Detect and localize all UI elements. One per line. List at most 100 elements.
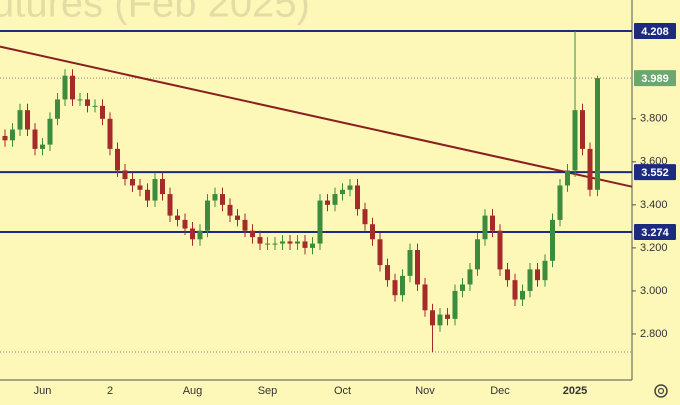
candle-body: [362, 209, 368, 225]
candle-body: [587, 148, 593, 190]
candle-body: [250, 230, 255, 238]
y-tick-label: 3.400: [640, 199, 668, 211]
candle-body: [512, 280, 518, 300]
candle-body: [302, 241, 308, 248]
candle-body: [182, 219, 188, 229]
candle-body: [310, 243, 315, 248]
candle-body: [197, 230, 203, 240]
candle-body: [160, 179, 165, 195]
candle-body: [340, 189, 345, 195]
candle-body: [77, 99, 83, 101]
x-tick-label: Oct: [334, 385, 351, 397]
candle-body: [415, 250, 420, 285]
candle-body: [452, 290, 458, 319]
candle-body: [325, 200, 330, 205]
candle-body: [107, 118, 113, 149]
candle-body: [580, 110, 585, 149]
candle-body: [145, 189, 150, 201]
candle-body: [10, 129, 15, 141]
candle-body: [32, 129, 38, 149]
candle-body: [62, 75, 68, 100]
candle-body: [407, 250, 413, 276]
level-label: 3.552: [641, 167, 669, 179]
candle-body: [227, 204, 233, 216]
trendline: [0, 45, 633, 188]
candle-body: [505, 269, 510, 281]
level-label: 3.274: [641, 227, 669, 239]
candle-body: [212, 194, 218, 201]
candle-body: [190, 228, 195, 240]
y-tick-label: 3.200: [640, 242, 668, 254]
y-tick-label: 3.000: [640, 285, 668, 297]
candle-body: [167, 194, 173, 216]
level-label-box: [634, 223, 676, 240]
y-tick-label: 3.800: [640, 113, 668, 125]
candle-body: [137, 185, 143, 190]
candle-body: [205, 200, 210, 231]
candle-body: [100, 105, 105, 119]
candle-body: [70, 75, 75, 100]
level-label-box: [634, 164, 676, 181]
last-price-label: 3.989: [641, 73, 669, 85]
candle-body: [175, 215, 180, 220]
candle-body: [272, 243, 278, 245]
x-tick-label: Sep: [258, 385, 278, 397]
candle-body: [47, 118, 53, 145]
candle-body: [497, 230, 503, 270]
candle-body: [467, 269, 473, 285]
candle-body: [550, 219, 555, 261]
candle-body: [152, 179, 158, 201]
settings-icon[interactable]: [654, 384, 668, 398]
candle-body: [527, 269, 533, 291]
candle-body: [565, 170, 570, 186]
candle-body: [130, 179, 135, 186]
candle-body: [475, 239, 480, 270]
y-tick-label: 2.800: [640, 328, 668, 340]
candle-body: [422, 284, 428, 311]
level-label-box: [634, 22, 676, 39]
candle-body: [295, 241, 300, 244]
x-tick-label: Jun: [34, 385, 52, 397]
candle-body: [377, 239, 383, 266]
level-label: 4.208: [641, 26, 669, 38]
candle-body: [355, 185, 360, 210]
gear-ring: [654, 384, 668, 398]
candle-body: [535, 269, 540, 281]
x-tick-label: Aug: [183, 385, 203, 397]
candle-body: [92, 105, 98, 107]
candle-body: [287, 241, 293, 244]
candle-body: [115, 148, 120, 171]
candle-body: [385, 265, 390, 281]
candle-body: [257, 237, 263, 244]
watermark-title: utures (Feb 2025): [0, 0, 310, 26]
candle-body: [55, 99, 60, 119]
candle-body: [490, 215, 495, 231]
candle-body: [520, 290, 525, 300]
candle-body: [332, 194, 338, 205]
candle-body: [445, 314, 450, 319]
candle-body: [17, 110, 23, 130]
candle-body: [392, 280, 398, 296]
last-price-label-box: [634, 70, 676, 87]
x-tick-label: Nov: [415, 385, 435, 397]
candle-body: [40, 144, 45, 149]
candle-body: [572, 110, 578, 171]
x-tick-label: 2: [107, 385, 113, 397]
candle-body: [235, 215, 240, 220]
candle-body: [2, 135, 8, 141]
candle-body: [460, 284, 465, 291]
candle-body: [542, 260, 548, 281]
candle-body: [430, 310, 435, 326]
gear-hub: [657, 387, 665, 395]
candle-body: [400, 275, 405, 296]
candle-body: [370, 224, 375, 240]
x-tick-label: Dec: [490, 385, 510, 397]
candle-body: [317, 200, 323, 244]
candle-body: [595, 78, 600, 190]
candle-body: [557, 185, 563, 220]
candle-body: [482, 215, 488, 240]
candle-body: [25, 110, 30, 130]
candle-body: [437, 314, 443, 326]
